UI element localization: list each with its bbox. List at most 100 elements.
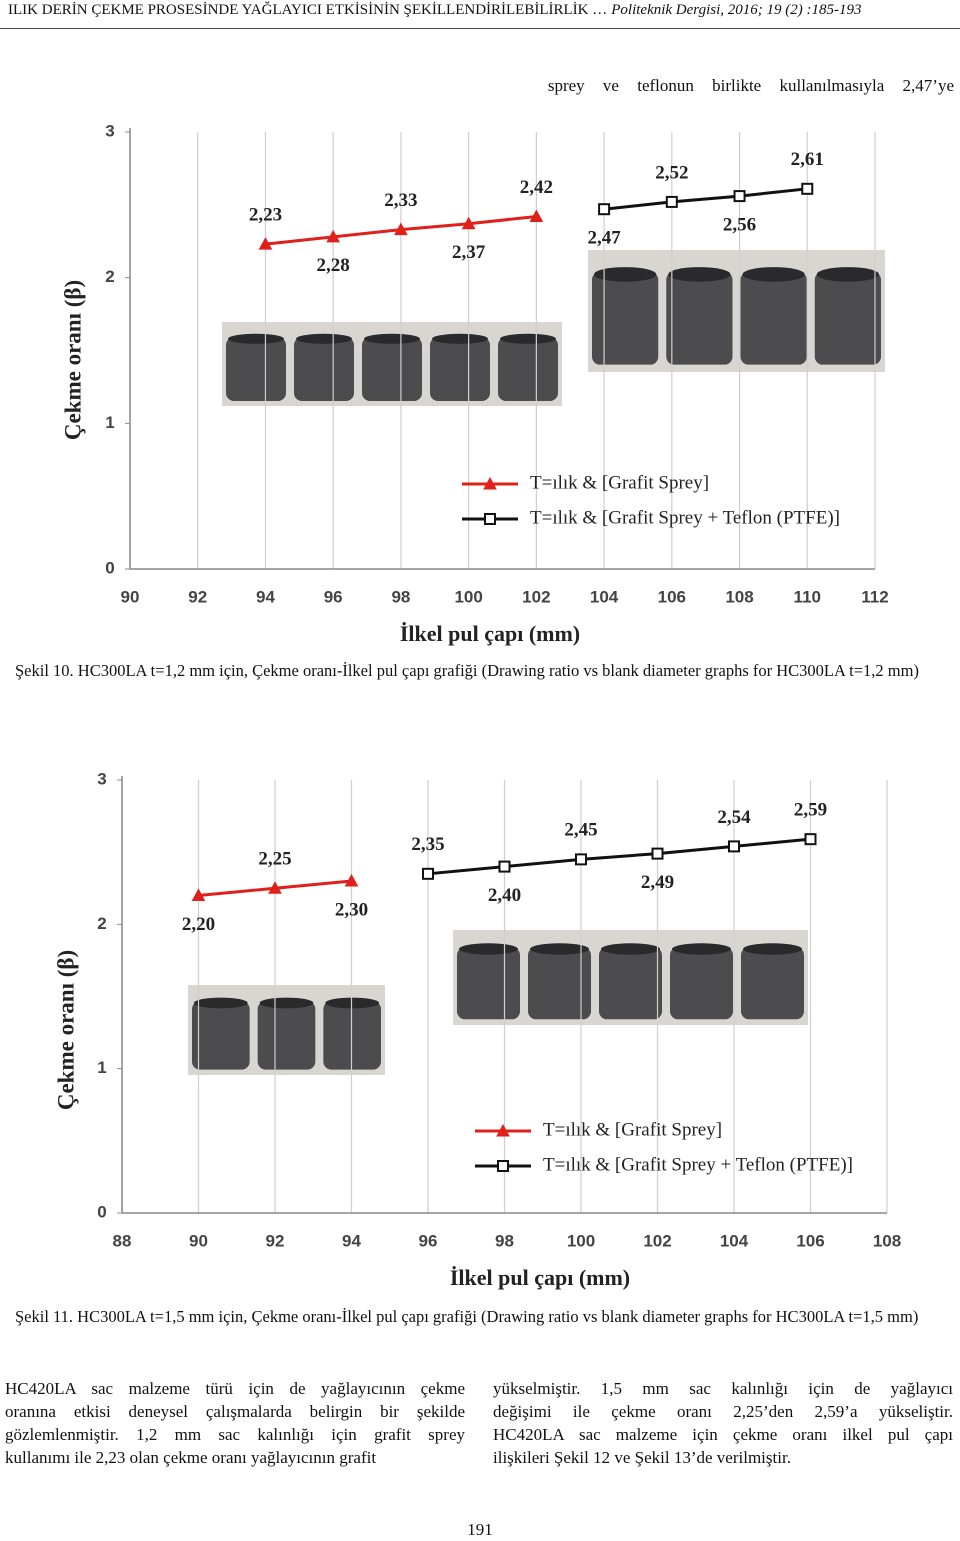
marker: [422, 867, 434, 880]
data-label: 2,42: [520, 177, 553, 198]
x-tick-label: 104: [590, 587, 619, 606]
marker: [804, 833, 817, 846]
x-tick-label: 100: [454, 587, 482, 606]
text-line: gözlemlenmiştir. 1,2 mm sac kalınlığı iç…: [5, 1425, 465, 1444]
marker: [529, 209, 544, 222]
page-number: 191: [467, 1520, 493, 1539]
caption: Şekil 10. HC300LA t=1,2 mm için, Çekme o…: [15, 661, 919, 680]
body-column: yükselmiştir. 1,5 mm sac kalınlığı için …: [493, 1377, 953, 1469]
y-tick-label: 2: [97, 914, 106, 933]
series-line: [427, 837, 811, 876]
marker: [598, 203, 611, 216]
sample-cup: [294, 337, 354, 401]
data-label: 2,30: [335, 899, 368, 920]
header-rule: [0, 28, 960, 29]
x-tick-label: 102: [522, 587, 550, 606]
x-tick-label: 110: [794, 587, 821, 606]
sample-rim: [228, 333, 284, 344]
sample-rim: [742, 267, 805, 282]
sample-cup: [323, 1001, 381, 1070]
running-header: ILIK DERİN ÇEKME PROSESİNDE YAĞLAYICI ET…: [8, 2, 861, 19]
data-label: 2,33: [384, 190, 417, 211]
x-axis-title: İlkel pul çapı (mm): [450, 1265, 630, 1290]
sample-rim: [500, 333, 556, 344]
text-line: oranına etkisi deneysel çalışmalarda bel…: [5, 1402, 465, 1421]
sample-cup: [362, 337, 422, 401]
x-tick-label: 106: [658, 587, 686, 606]
marker: [651, 847, 664, 860]
data-label: 2,40: [488, 885, 521, 906]
text-line: HC420LA sac malzeme türü için de yağlayı…: [5, 1379, 465, 1398]
marker: [498, 860, 511, 873]
data-label: 2,49: [641, 872, 674, 893]
legend-label: T=ılık & [Grafit Sprey]: [543, 1119, 722, 1140]
data-label: 2,23: [249, 205, 282, 226]
sample-rim: [743, 943, 802, 955]
sample-rim: [594, 267, 657, 282]
sample-rim: [296, 333, 352, 344]
marker: [191, 888, 206, 901]
sample-cup: [599, 947, 662, 1020]
series-line: [603, 187, 808, 211]
data-label: 2,61: [791, 149, 824, 170]
text-line: HC420LA sac malzeme için çekme oranı ilk…: [493, 1425, 953, 1444]
sample-cup: [740, 271, 807, 365]
sample-cup: [666, 271, 733, 365]
sample-cup: [814, 271, 881, 365]
x-tick-label: 92: [266, 1231, 285, 1250]
y-tick-label: 0: [97, 1202, 106, 1221]
sample-cup: [592, 271, 659, 365]
x-tick-label: 94: [256, 587, 275, 606]
y-axis-title: Çekme oranı (β): [60, 280, 85, 440]
data-label: 2,37: [452, 242, 486, 263]
sample-rim: [259, 997, 314, 1009]
x-tick-label: 96: [419, 1231, 438, 1250]
sample-rim: [668, 267, 731, 282]
data-label: 2,35: [411, 834, 444, 855]
x-tick-label: 102: [643, 1231, 671, 1250]
sample-cup: [430, 337, 490, 401]
sample-rim: [325, 997, 379, 1009]
sample-cup: [257, 1001, 316, 1070]
legend-label: T=ılık & [Grafit Sprey + Teflon (PTFE)]: [530, 507, 840, 528]
data-label: 2,47: [587, 228, 621, 249]
sample-rim: [672, 943, 731, 955]
x-tick-label: 104: [720, 1231, 749, 1250]
marker: [483, 476, 497, 490]
legend-label: T=ılık & [Grafit Sprey]: [530, 472, 709, 493]
y-tick-label: 1: [105, 413, 114, 432]
marker: [728, 840, 740, 853]
x-tick-label: 108: [725, 587, 753, 606]
x-tick-label: 92: [188, 587, 207, 606]
marker: [484, 513, 496, 525]
marker: [665, 195, 678, 208]
sample-cup: [192, 1001, 250, 1070]
caption: Şekil 11. HC300LA t=1,5 mm için, Çekme o…: [15, 1307, 919, 1326]
x-tick-label: 90: [189, 1231, 208, 1250]
marker: [394, 222, 408, 236]
sample-rim: [816, 267, 879, 282]
text-line: yükselmiştir. 1,5 mm sac kalınlığı için …: [493, 1379, 953, 1398]
sample-cup: [528, 947, 591, 1020]
text-line: ilişkileri Şekil 12 ve Şekil 13’de veril…: [493, 1448, 791, 1467]
marker: [575, 853, 587, 866]
x-tick-label: 100: [567, 1231, 595, 1250]
sample-rim: [432, 333, 488, 344]
x-tick-label: 96: [324, 587, 343, 606]
marker: [496, 1123, 510, 1137]
data-label: 2,56: [723, 214, 756, 235]
marker: [733, 190, 746, 203]
text-line: kullanımı ile 2,23 olan çekme oranı yağl…: [5, 1448, 377, 1467]
data-label: 2,25: [258, 849, 291, 870]
data-label: 2,45: [564, 820, 597, 841]
journal: Politeknik Dergisi, 2016; 19 (2) :185-19…: [611, 2, 862, 18]
x-tick-label: 98: [391, 587, 410, 606]
sample-rim: [601, 943, 660, 955]
sample-cup: [670, 947, 733, 1020]
marker: [344, 873, 359, 887]
x-tick-label: 90: [121, 587, 140, 606]
marker: [326, 229, 341, 243]
sample-rim: [194, 997, 248, 1009]
